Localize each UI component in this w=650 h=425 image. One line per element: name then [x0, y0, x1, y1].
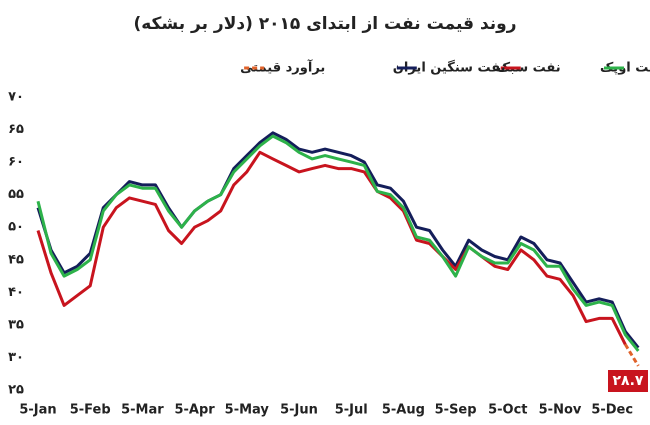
series-line — [624, 343, 640, 367]
x-tick-label: 5-Mar — [121, 403, 164, 418]
x-tick-label: 5-May — [225, 403, 270, 418]
y-tick-label: ۷۰ — [8, 90, 24, 105]
y-tick-label: ۵۰ — [8, 220, 24, 235]
x-tick-label: 5-Oct — [488, 403, 527, 418]
y-tick-label: ۳۵ — [8, 317, 24, 332]
series-line — [36, 150, 627, 346]
value-label: ۲۸.۷ — [613, 373, 644, 389]
y-tick-label: ۴۰ — [8, 285, 24, 300]
x-tick-label: 5-Dec — [591, 403, 633, 418]
series-line — [36, 134, 640, 352]
x-tick-label: 5-Nov — [539, 403, 582, 418]
x-tick-label: 5-Jan — [19, 403, 56, 418]
y-tick-label: ۴۵ — [8, 252, 24, 267]
x-tick-label: 5-Sep — [435, 403, 477, 418]
y-tick-label: ۲۵ — [8, 383, 24, 398]
y-tick-label: ۶۰ — [8, 155, 24, 170]
x-tick-label: 5-Jun — [280, 403, 318, 418]
legend-label: برآورد قیمتی — [240, 59, 325, 76]
legend-label: نفت اوپک — [600, 61, 650, 76]
y-tick-label: ۵۵ — [8, 187, 24, 202]
series-line — [36, 131, 640, 349]
x-tick-label: 5-Apr — [174, 403, 215, 418]
chart-title: روند قیمت نفت از ابتدای ۲۰۱۵ (دلار بر بش… — [133, 14, 516, 34]
x-tick-label: 5-Feb — [70, 403, 111, 418]
value-label-box — [608, 370, 648, 392]
legend-label: نفت سنگین ایران — [393, 60, 506, 76]
y-tick-label: ۶۵ — [8, 122, 24, 137]
x-tick-label: 5-Jul — [335, 403, 368, 418]
x-tick-label: 5-Aug — [382, 403, 425, 418]
y-tick-label: ۳۰ — [8, 350, 24, 365]
legend-label: نفت سبک — [497, 61, 561, 76]
